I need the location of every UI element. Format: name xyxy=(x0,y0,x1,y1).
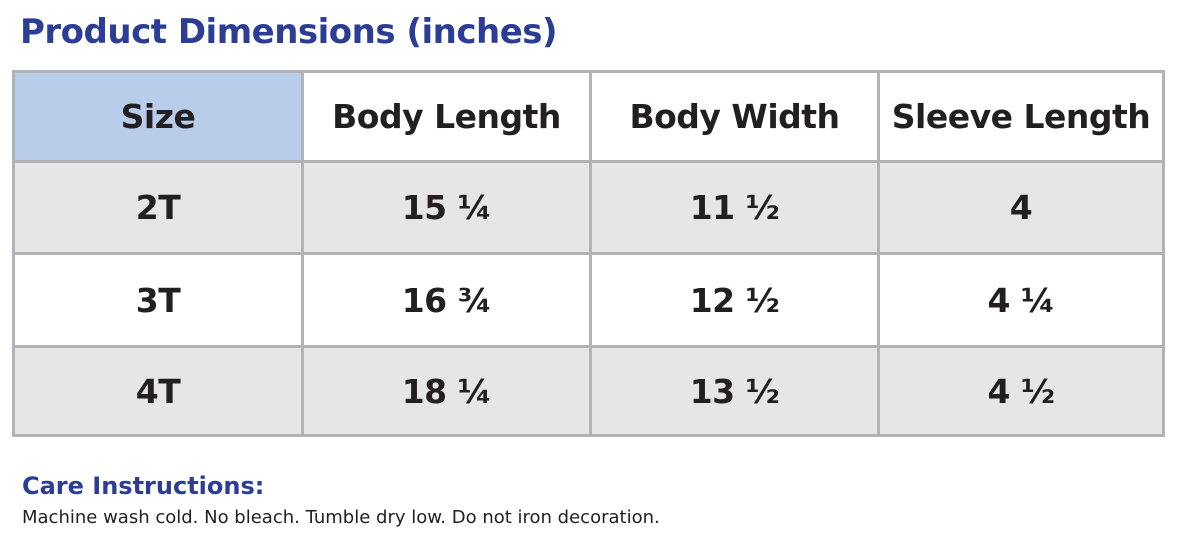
column-header: Body Length xyxy=(304,73,589,160)
dimension-cell: 16 ¾ xyxy=(304,255,589,345)
column-header: Sleeve Length xyxy=(880,73,1162,160)
care-text: Machine wash cold. No bleach. Tumble dry… xyxy=(22,507,660,528)
size-cell: 4T xyxy=(15,348,301,434)
column-header: Body Width xyxy=(592,73,877,160)
dimension-cell: 15 ¼ xyxy=(304,163,589,252)
dimension-cell: 11 ½ xyxy=(592,163,877,252)
dimension-cell: 18 ¼ xyxy=(304,348,589,434)
dimension-cell: 13 ½ xyxy=(592,348,877,434)
care-heading: Care Instructions: xyxy=(22,472,265,500)
dimension-cell: 4 ¼ xyxy=(880,255,1162,345)
dimension-cell: 12 ½ xyxy=(592,255,877,345)
dimensions-table: Size Body Length Body Width Sleeve Length 2T… xyxy=(12,70,1165,437)
dimension-cell: 4 xyxy=(880,163,1162,252)
size-cell: 3T xyxy=(15,255,301,345)
column-header: Size xyxy=(15,73,301,160)
size-cell: 2T xyxy=(15,163,301,252)
title: Product Dimensions (inches) xyxy=(20,12,558,52)
dimension-cell: 4 ½ xyxy=(880,348,1162,434)
